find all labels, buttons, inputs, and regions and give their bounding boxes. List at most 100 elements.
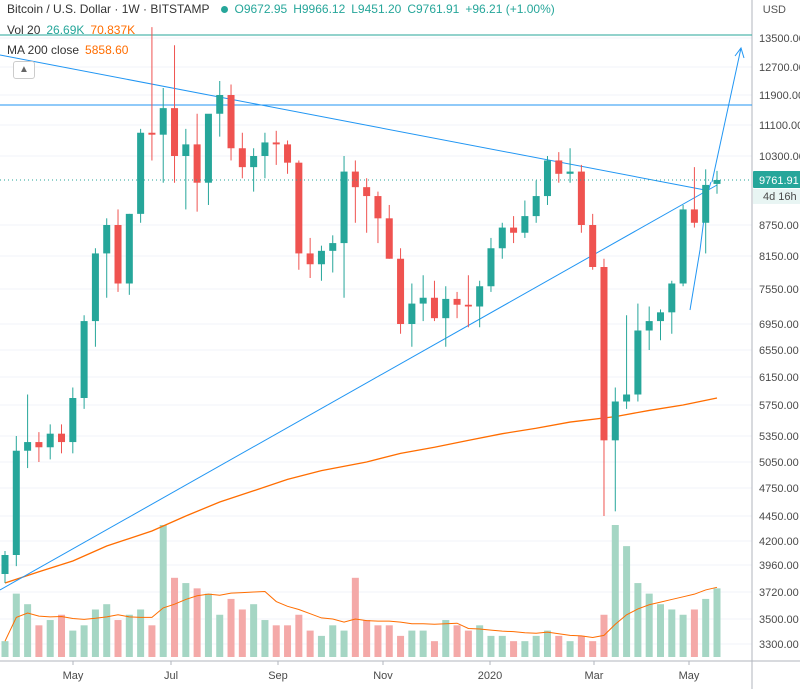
volume-bar: [374, 625, 382, 657]
candle-body: [510, 227, 518, 233]
volume-bar: [204, 593, 212, 657]
volume-bar: [566, 641, 574, 657]
candle-body: [250, 156, 258, 168]
volume-bar: [46, 620, 54, 657]
candle-body: [238, 148, 246, 168]
volume-bar: [510, 641, 518, 657]
candle-body: [272, 142, 280, 145]
candle-body: [702, 184, 710, 223]
volume-bar: [442, 620, 450, 657]
volume-legend[interactable]: Vol 20 26.69K 70.837K: [7, 23, 141, 37]
candle-body: [216, 95, 224, 114]
volume-bar: [58, 614, 66, 657]
volume-bar: [171, 577, 179, 657]
volume-bar: [600, 614, 608, 657]
volume-bar: [250, 604, 258, 657]
price-tick-label: 3960.00: [759, 560, 799, 572]
ohlc-change: +96.21 (+1.00%): [465, 2, 555, 16]
candle-body: [690, 209, 698, 223]
collapse-legend-button[interactable]: ▲: [13, 61, 35, 79]
candle-body: [577, 171, 585, 225]
candle-body: [80, 321, 88, 398]
price-tick-label: 13500.00: [759, 33, 800, 45]
volume-bar: [103, 604, 111, 657]
candle-body: [125, 213, 133, 284]
volume-bar: [397, 635, 405, 657]
candle-body: [397, 258, 405, 324]
candle-body: [261, 142, 269, 156]
projection-arrow: [711, 47, 742, 183]
ma-value: 5858.60: [85, 43, 129, 57]
time-tick-label: May: [63, 670, 84, 682]
candle-body: [713, 179, 721, 184]
last-price-badge-bg: [753, 170, 800, 188]
time-tick-label: Jul: [164, 670, 178, 682]
countdown-badge: 4d 16h: [763, 191, 797, 203]
candle-body: [623, 394, 631, 402]
price-tick-label: 12700.00: [759, 62, 800, 74]
candle-body: [91, 253, 99, 322]
price-tick-label: 5750.00: [759, 400, 799, 412]
candle-body: [340, 171, 348, 244]
candle-body: [351, 171, 359, 188]
candle-body: [442, 298, 450, 319]
volume-bar: [555, 635, 563, 657]
volume-bar: [634, 583, 642, 657]
volume-bar: [24, 604, 32, 657]
candle-body: [453, 298, 461, 305]
volume-bar: [521, 641, 529, 657]
volume-bar: [137, 609, 145, 657]
price-tick-label: 3720.00: [759, 587, 799, 599]
candle-body: [668, 283, 676, 313]
ohlc-close: C9761.91: [407, 2, 460, 16]
time-tick-label: 2020: [478, 670, 502, 682]
price-tick-label: 8750.00: [759, 220, 799, 232]
candle-body: [24, 442, 32, 451]
ohlc-low: L9451.20: [351, 2, 402, 16]
symbol-legend: Bitcoin / U.S. Dollar · 1W · BITSTAMP O96…: [7, 2, 561, 16]
ohlc-open: O9672.95: [234, 2, 288, 16]
volume-ma-line: [4, 586, 718, 642]
volume-bar: [623, 546, 631, 657]
price-tick-label: 6950.00: [759, 319, 799, 331]
price-tick-label: 4750.00: [759, 483, 799, 495]
candle-body: [374, 196, 382, 219]
volume-bar: [498, 635, 506, 657]
volume-bar: [317, 635, 325, 657]
volume-bar: [408, 630, 416, 657]
volume-bar: [656, 604, 664, 657]
volume-bar: [679, 614, 687, 657]
price-tick-label: 11900.00: [759, 90, 800, 102]
volume-bar: [69, 630, 77, 657]
ma-legend[interactable]: MA 200 close 5858.60: [7, 43, 134, 57]
volume-bar: [577, 635, 585, 657]
volume-bar: [476, 625, 484, 657]
candle-body: [566, 171, 574, 174]
candle-body: [498, 227, 506, 249]
candle-body: [193, 144, 201, 183]
volume-bar: [193, 588, 201, 657]
volume-bar: [340, 630, 348, 657]
candle-body: [611, 401, 619, 441]
volume-bar: [284, 625, 292, 657]
volume-bar: [35, 625, 43, 657]
volume-bar: [216, 614, 224, 657]
volume-bar: [261, 620, 269, 657]
candle-body: [148, 132, 156, 135]
chevron-up-icon: ▲: [19, 64, 29, 75]
candle-body: [114, 225, 122, 284]
volume-bar: [227, 598, 235, 657]
candle-body: [295, 162, 303, 254]
volume-bar: [453, 625, 461, 657]
ascending-trendline: [0, 184, 718, 591]
candle-body: [600, 267, 608, 441]
descending-trendline: [0, 54, 706, 191]
candle-body: [679, 209, 687, 284]
candle-body: [137, 132, 145, 214]
price-tick-label: 5050.00: [759, 457, 799, 469]
volume-label: Vol 20: [7, 23, 41, 37]
candle-body: [634, 330, 642, 395]
volume-bar: [182, 583, 190, 657]
price-tick-label: 6150.00: [759, 372, 799, 384]
